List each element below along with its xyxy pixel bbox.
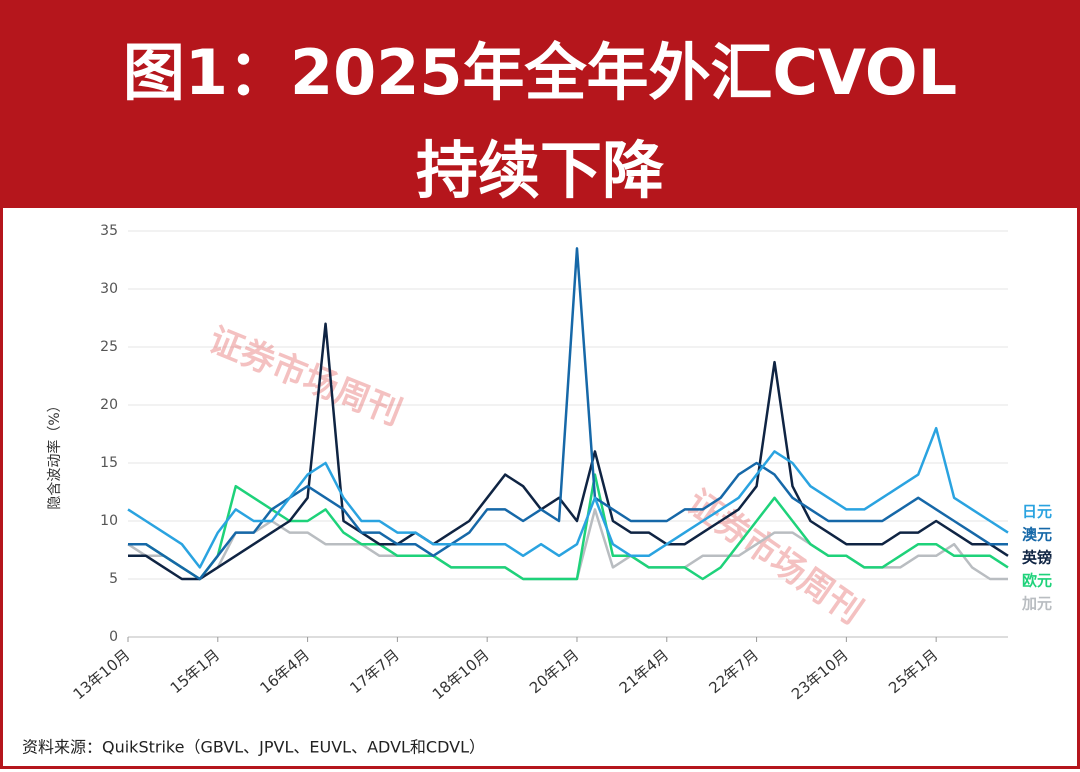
x-tick-label: 17年7月 xyxy=(346,646,402,697)
x-tick-label: 16年4月 xyxy=(257,646,313,697)
x-tick-label: 13年10月 xyxy=(70,646,134,704)
x-tick-label: 22年7月 xyxy=(706,646,762,697)
x-tick-label: 20年1月 xyxy=(526,646,582,697)
legend-label: 加元 xyxy=(1021,595,1052,613)
legend-label: 欧元 xyxy=(1022,572,1052,590)
x-tick-label: 23年10月 xyxy=(788,646,852,704)
y-tick-label: 20 xyxy=(100,397,118,413)
y-tick-label: 0 xyxy=(109,629,118,645)
y-tick-label: 30 xyxy=(100,281,118,297)
line-series xyxy=(128,473,1009,581)
y-tick-label: 5 xyxy=(109,571,118,587)
title-line: 持续下降 xyxy=(415,134,664,207)
x-tick-label: 21年4月 xyxy=(616,646,672,697)
watermark: 证券市场周刊 xyxy=(203,320,407,434)
header: 图1：2025年全年外汇CVOL 持续下降 xyxy=(0,0,1080,208)
x-tick-label: 25年1月 xyxy=(885,646,941,697)
source: 资料来源：QuikStrike（GBVL、JPVL、EUVL、ADVL和CDVL… xyxy=(22,738,485,757)
frame xyxy=(0,208,1080,769)
legend-label: 澳元 xyxy=(1022,526,1052,544)
legend-label: 英镑 xyxy=(1022,549,1052,567)
y-tick-label: 25 xyxy=(100,339,118,355)
line-series xyxy=(128,247,1008,581)
y-axis-label: 隐含波动率（%） xyxy=(46,398,63,509)
title-line: 图1：2025年全年外汇CVOL xyxy=(122,36,958,109)
x-tick-label: 15年1月 xyxy=(167,646,223,697)
y-tick-label: 15 xyxy=(100,455,118,471)
y-tick-label: 35 xyxy=(100,223,118,239)
legend-label: 日元 xyxy=(1022,503,1052,521)
x-tick-label: 18年10月 xyxy=(429,646,493,704)
line-series xyxy=(127,426,1009,569)
y-tick-label: 10 xyxy=(100,513,118,529)
line-series xyxy=(128,322,1009,581)
